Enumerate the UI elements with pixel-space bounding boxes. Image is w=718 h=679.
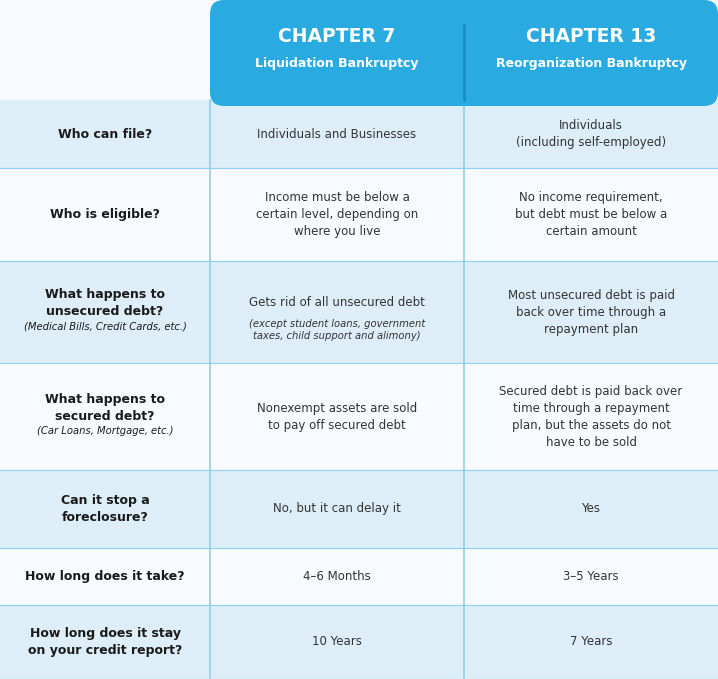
Text: 3–5 Years: 3–5 Years [563,570,619,583]
FancyBboxPatch shape [210,0,718,106]
Text: No income requirement,
but debt must be below a
certain amount: No income requirement, but debt must be … [515,191,667,238]
Bar [0,605,718,679]
Text: Liquidation Bankruptcy: Liquidation Bankruptcy [256,56,419,69]
Text: What happens to
secured debt?: What happens to secured debt? [45,392,165,422]
Text: Can it stop a
foreclosure?: Can it stop a foreclosure? [60,494,149,524]
Text: 10 Years: 10 Years [312,636,362,648]
Bar [0,168,718,261]
Bar [0,363,718,470]
Text: 7 Years: 7 Years [570,636,612,648]
Text: Reorganization Bankruptcy: Reorganization Bankruptcy [495,56,686,69]
Text: How long does it take?: How long does it take? [25,570,185,583]
Text: How long does it stay
on your credit report?: How long does it stay on your credit rep… [28,627,182,657]
Text: Individuals and Businesses: Individuals and Businesses [258,128,416,141]
Text: CHAPTER 7: CHAPTER 7 [279,28,396,46]
Text: Most unsecured debt is paid
back over time through a
repayment plan: Most unsecured debt is paid back over ti… [508,289,674,335]
Bar [0,100,718,168]
Text: (Medical Bills, Credit Cards, etc.): (Medical Bills, Credit Cards, etc.) [24,321,187,331]
Text: No, but it can delay it: No, but it can delay it [273,502,401,515]
Text: Who can file?: Who can file? [58,128,152,141]
Text: Secured debt is paid back over
time through a repayment
plan, but the assets do : Secured debt is paid back over time thro… [500,384,683,449]
Text: (Car Loans, Mortgage, etc.): (Car Loans, Mortgage, etc.) [37,426,173,436]
Text: Gets rid of all unsecured debt: Gets rid of all unsecured debt [249,295,425,308]
Text: Income must be below a
certain level, depending on
where you live: Income must be below a certain level, de… [256,191,418,238]
Text: Yes: Yes [582,502,600,515]
Text: 4–6 Months: 4–6 Months [303,570,371,583]
Text: Nonexempt assets are sold
to pay off secured debt: Nonexempt assets are sold to pay off sec… [257,401,417,432]
Text: CHAPTER 13: CHAPTER 13 [526,28,656,46]
Text: Who is eligible?: Who is eligible? [50,208,160,221]
Bar [0,470,718,548]
Text: What happens to
unsecured debt?: What happens to unsecured debt? [45,288,165,318]
Bar [0,548,718,605]
Text: (except student loans, government
taxes, child support and alimony): (except student loans, government taxes,… [249,318,425,342]
Text: Individuals
(including self-employed): Individuals (including self-employed) [516,120,666,149]
Bar [0,261,718,363]
